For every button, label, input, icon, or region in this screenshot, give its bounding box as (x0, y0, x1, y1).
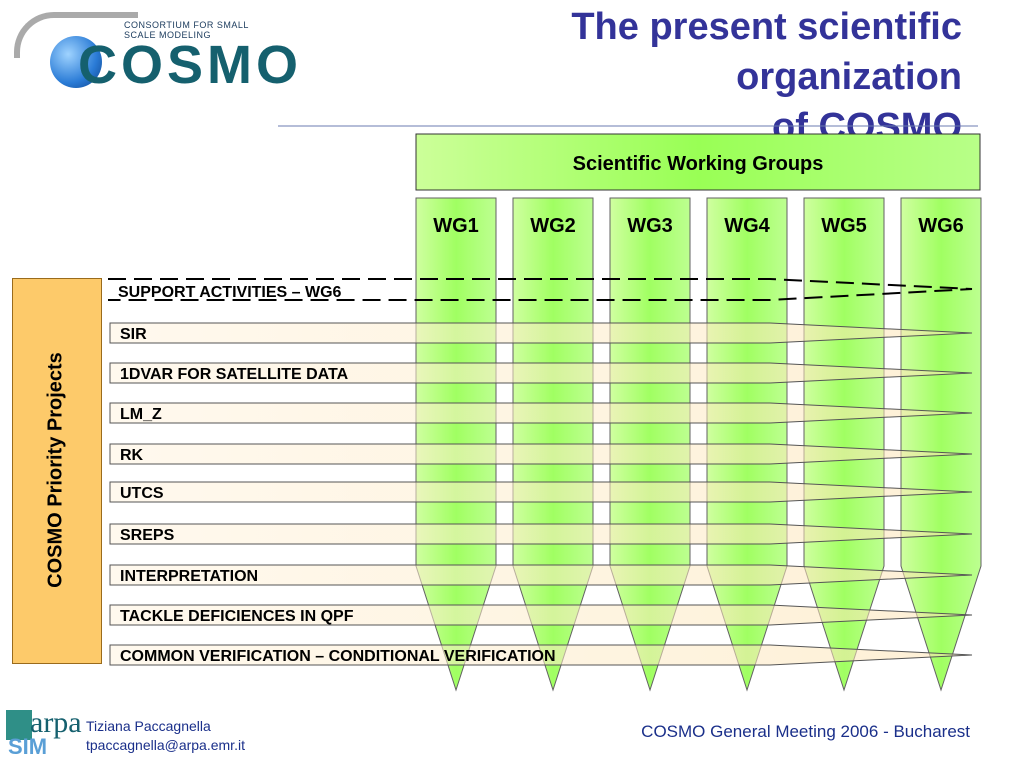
wg-label-wg1: WG1 (433, 215, 479, 237)
footer-meeting: COSMO General Meeting 2006 - Bucharest (641, 722, 970, 741)
wg-label-wg4: WG4 (724, 215, 770, 237)
wg-label-wg2: WG2 (530, 215, 576, 237)
support-activities-arrow (108, 278, 973, 301)
project-label-4: RK (120, 447, 144, 464)
logo-subtitle: CONSORTIUM FOR SMALL SCALE MODELING (124, 20, 249, 40)
project-label-1: SIR (120, 326, 147, 343)
footer-email[interactable]: tpaccagnella@arpa.emr.it (86, 737, 245, 753)
project-arrow-5 (109, 481, 973, 503)
project-arrow-2 (109, 362, 973, 384)
arpa-logo-text: arpa (30, 706, 82, 739)
project-arrow-3 (109, 402, 973, 424)
arpa-logo: arpa SIM (4, 706, 82, 764)
project-arrow-9 (109, 644, 973, 666)
logo-swoosh (14, 12, 138, 58)
arpa-logo-sub: SIM (8, 734, 48, 759)
arpa-logo-mark (6, 710, 32, 740)
project-arrow-1 (109, 322, 973, 344)
page-title: The present scientific organization of C… (442, 2, 962, 152)
project-label-9: COMMON VERIFICATION – CONDITIONAL VERIFI… (120, 648, 556, 665)
logo-name: COSMO (78, 35, 303, 95)
globe-icon (50, 36, 102, 88)
project-arrow-6 (109, 523, 973, 545)
title-line-1: The present scientific (571, 6, 962, 48)
project-label-6: SREPS (120, 527, 175, 544)
footer-author-block: Tiziana Paccagnella tpaccagnella@arpa.em… (86, 717, 245, 755)
cosmo-logo: CONSORTIUM FOR SMALL SCALE MODELING COSM… (14, 12, 298, 92)
priority-projects-box (12, 278, 102, 664)
footer-author: Tiziana Paccagnella (86, 718, 211, 734)
wg-heading-box (415, 133, 981, 191)
wg-label-wg3: WG3 (627, 215, 673, 237)
project-label-7: INTERPRETATION (120, 568, 258, 585)
project-arrow-8 (109, 604, 973, 626)
project-label-8: TACKLE DEFICIENCES IN QPF (120, 608, 354, 625)
wg-column-wg5 (803, 197, 885, 692)
project-arrow-7 (109, 564, 973, 586)
support-activities-label: SUPPORT ACTIVITIES – WG6 (118, 284, 342, 301)
wg-label-wg5: WG5 (821, 215, 867, 237)
project-label-5: UTCS (120, 485, 164, 502)
title-line-2: organization (736, 56, 962, 98)
wg-label-wg6: WG6 (918, 215, 964, 237)
project-label-3: LM_Z (120, 406, 162, 423)
project-label-2: 1DVAR FOR SATELLITE DATA (120, 366, 349, 383)
project-arrow-4 (109, 443, 973, 465)
wg-heading: Scientific Working Groups (573, 153, 824, 175)
wg-column-wg6 (900, 197, 982, 692)
